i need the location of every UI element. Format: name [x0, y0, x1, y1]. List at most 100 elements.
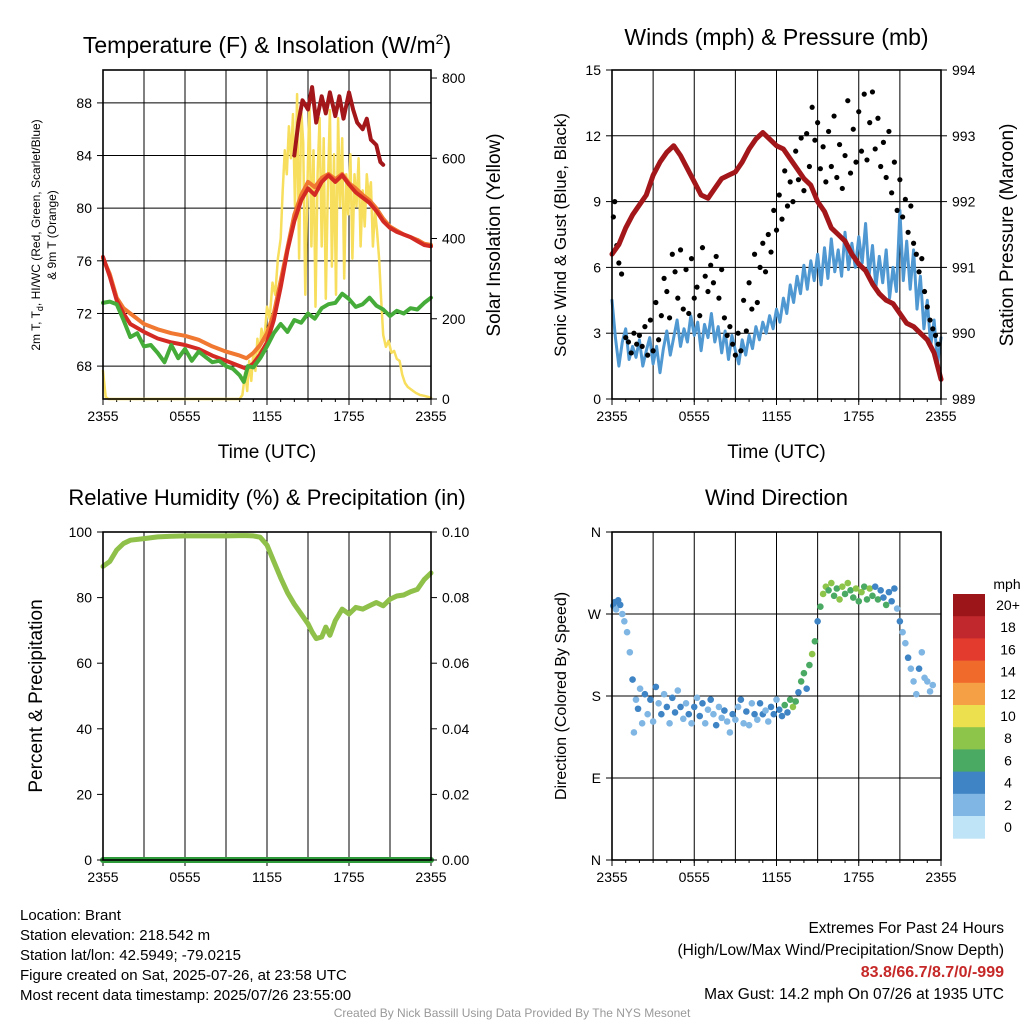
- wind-direction-point: [839, 583, 846, 590]
- wind-direction-point: [786, 696, 794, 703]
- wind-gust-point: [836, 141, 843, 148]
- wind-gust-point: [889, 190, 895, 196]
- extremes-title: Extremes For Past 24 Hours: [808, 920, 1004, 937]
- wind-gust-point: [875, 115, 881, 121]
- wind-gust-point: [699, 245, 706, 251]
- wind-gust-point: [688, 256, 695, 262]
- wind-right-ytick-label: 990: [952, 325, 976, 341]
- wind-gust-point: [823, 179, 829, 185]
- wind-gust-point: [762, 269, 769, 275]
- wind-gust-point: [913, 251, 919, 257]
- wind-gust-point: [669, 251, 675, 257]
- wind-gust-point: [908, 203, 914, 209]
- legend-label: 4: [1004, 775, 1012, 791]
- max-gust: Max Gust: 14.2 mph On 07/26 at 1935 UTC: [704, 986, 1004, 1003]
- temp-xtick-label: 2355: [415, 408, 446, 424]
- station-pressure-line: [609, 130, 944, 382]
- wind-direction-point: [775, 706, 783, 713]
- wind-gust-point: [751, 251, 758, 257]
- wind-direction-point: [778, 712, 786, 720]
- rh-title: Relative Humidity (%) & Precipitation (i…: [68, 485, 465, 510]
- temp-right-ytick-label: 600: [442, 150, 466, 166]
- wind-gust-point: [771, 207, 777, 213]
- rh-xtick-label: 0555: [169, 869, 200, 885]
- legend-swatch: [953, 638, 985, 662]
- wind-direction-point: [882, 601, 890, 609]
- wind-direction-point: [690, 703, 698, 711]
- wind-gust-point: [834, 174, 840, 181]
- wind-gust-point: [639, 343, 645, 349]
- wind-gust-point: [812, 137, 818, 143]
- wind-direction-point: [923, 678, 931, 685]
- legend-swatch: [953, 594, 985, 617]
- wind-gust-point: [773, 227, 780, 233]
- wind-direction-point: [877, 587, 884, 594]
- wind-xtick-label: 1755: [843, 408, 874, 424]
- wind-gust-point: [927, 317, 933, 323]
- wind-gust-point: [732, 352, 738, 358]
- wind-direction-point: [915, 665, 923, 672]
- wind-direction-point: [685, 710, 693, 718]
- legend-title: mph: [993, 576, 1020, 592]
- station-latlon: Station lat/lon: 42.5949; -79.0215: [20, 947, 242, 964]
- wind-direction-point: [893, 605, 901, 612]
- wind-direction-point: [874, 596, 882, 603]
- legend-swatch: [953, 749, 985, 773]
- legend-swatch: [953, 727, 985, 750]
- wind-direction-point: [612, 606, 620, 613]
- wind-direction-point: [658, 710, 665, 718]
- temp-ytick-label: 76: [76, 253, 92, 269]
- wind-direction-point: [770, 710, 778, 718]
- rh-border: [102, 531, 432, 861]
- wind-direction-point: [740, 720, 747, 727]
- wind-ylabel-right: Station Pressure (Maroon): [997, 124, 1018, 347]
- rh-ytick-label: 60: [76, 655, 92, 671]
- legend-swatch: [953, 660, 985, 684]
- legend-swatch: [953, 816, 985, 839]
- wind-gust-point: [872, 146, 878, 152]
- wind-direction-point: [880, 594, 887, 601]
- wind-direction-point: [795, 689, 802, 696]
- wind-gust-point: [721, 315, 728, 321]
- wind-direction-point: [723, 718, 731, 725]
- wind-gust-point: [817, 166, 823, 172]
- wind-gust-point: [749, 306, 755, 312]
- temp-ytick-label: 68: [76, 358, 92, 374]
- temp-ytick-label: 80: [76, 200, 92, 216]
- heat_index-line: [292, 85, 386, 167]
- wind-gust-point: [664, 288, 670, 295]
- wind-gust-point: [716, 295, 722, 301]
- wind-gust-point: [902, 196, 908, 203]
- wind-direction-point: [634, 705, 642, 713]
- temp-ylabel-line2: & 9m T (Orange): [45, 190, 59, 280]
- wind-gust-point: [932, 332, 939, 338]
- wdir-xtick-label: 2355: [925, 869, 956, 885]
- wind-gust-point: [784, 203, 791, 209]
- wind-direction-point: [926, 688, 934, 695]
- wind-direction-point: [891, 585, 898, 592]
- wind-direction-point: [800, 669, 808, 677]
- wind-gust-point: [683, 266, 689, 273]
- wind-gust-point: [790, 199, 796, 205]
- wdir-ytick-label: S: [592, 688, 601, 704]
- wind-direction-point: [701, 720, 709, 727]
- wind-direction-point: [693, 694, 701, 702]
- wind-direction-point: [696, 712, 704, 720]
- wind-direction-point: [660, 690, 668, 698]
- wind-gust-point: [647, 317, 653, 323]
- temp-right-ytick-label: 200: [442, 311, 466, 327]
- wind-gust-point: [842, 152, 848, 159]
- wind-direction-point: [751, 710, 758, 718]
- temp-ytick-label: 72: [76, 305, 92, 321]
- wind-direction-point: [712, 721, 720, 729]
- wind-gust-point: [642, 324, 648, 330]
- wind-gust-point: [900, 214, 906, 220]
- wind-ytick-label: 0: [593, 391, 601, 407]
- wind-direction-point: [764, 718, 772, 725]
- wdir-ytick-label: W: [588, 606, 602, 622]
- wind-gust-point: [776, 192, 782, 198]
- wind-direction-point: [869, 592, 876, 600]
- wdir-xtick-label: 1155: [761, 869, 791, 885]
- wind-gust-point: [757, 264, 763, 270]
